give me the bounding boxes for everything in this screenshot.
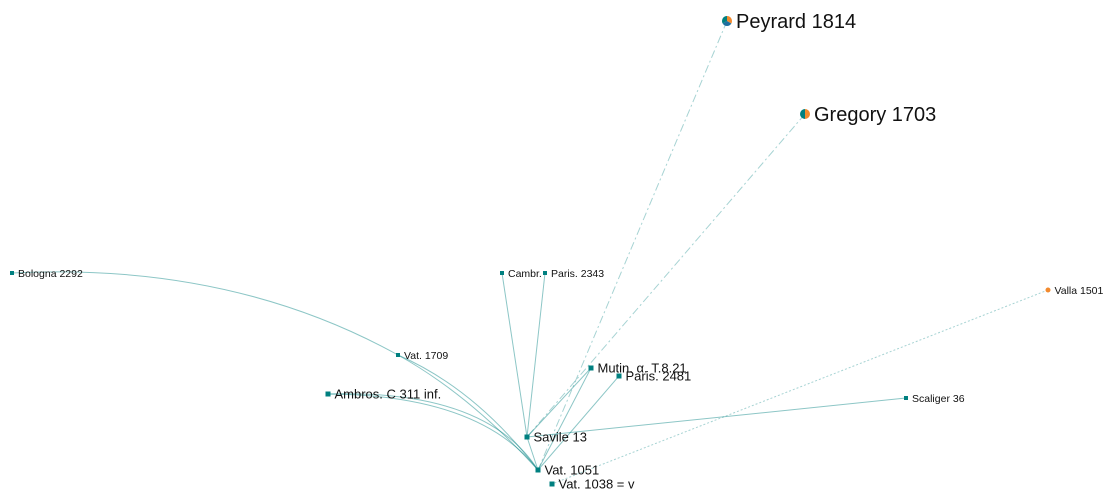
node-peyrard-label: Peyrard 1814 bbox=[736, 11, 856, 33]
node-vat1038-label: Vat. 1038 = v bbox=[559, 477, 636, 492]
node-gregory-slice bbox=[805, 109, 810, 119]
node-scaliger-marker bbox=[904, 396, 908, 400]
node-cambr[interactable]: Cambr. bbox=[500, 268, 542, 280]
node-savile-label: Savile 13 bbox=[534, 430, 587, 445]
node-gregory-slice bbox=[800, 109, 805, 119]
node-paris2343-marker bbox=[543, 271, 547, 275]
node-scaliger[interactable]: Scaliger 36 bbox=[904, 393, 965, 405]
edge-savile-vat1051 bbox=[526, 436, 539, 471]
node-scaliger-label: Scaliger 36 bbox=[912, 393, 965, 405]
node-vat1038-marker bbox=[549, 481, 555, 487]
edge-ambros-vat1051 bbox=[327, 393, 539, 471]
edge-vat1709-vat1051 bbox=[397, 354, 539, 471]
edge-valla-vat1038 bbox=[551, 289, 1049, 485]
edge-peyrard-vat1051 bbox=[537, 20, 728, 471]
node-paris2481-label: Paris. 2481 bbox=[626, 369, 692, 384]
node-paris2481[interactable]: Paris. 2481 bbox=[616, 369, 692, 384]
edge-mutin-savile bbox=[526, 367, 592, 438]
node-savile-marker bbox=[524, 434, 530, 440]
edge-ambros-vat1051 bbox=[327, 393, 539, 471]
node-peyrard[interactable]: Peyrard 1814 bbox=[722, 11, 856, 33]
node-savile[interactable]: Savile 13 bbox=[524, 430, 587, 445]
edge-vat1709-vat1051 bbox=[397, 354, 539, 471]
node-vat1051[interactable]: Vat. 1051 bbox=[535, 463, 600, 478]
node-gregory[interactable]: Gregory 1703 bbox=[800, 104, 936, 126]
node-mutin-label: Mutin. α. T.8.21 bbox=[598, 361, 687, 376]
node-paris2343-label: Paris. 2343 bbox=[551, 268, 604, 280]
nodes-layer: Peyrard 1814 Gregory 1703 Bologna 2292 Camb… bbox=[10, 11, 1104, 492]
node-gregory-label: Gregory 1703 bbox=[814, 104, 936, 126]
node-valla[interactable]: Valla 1501 bbox=[1045, 285, 1104, 297]
node-paris2481-marker bbox=[616, 373, 622, 379]
node-paris2343[interactable]: Paris. 2343 bbox=[543, 268, 604, 280]
node-cambr-marker bbox=[500, 271, 504, 275]
edge-cambr-savile bbox=[501, 272, 528, 438]
edge-gregory-savile bbox=[526, 113, 806, 438]
edge-paris2343-savile bbox=[526, 272, 546, 438]
edge-mutin-vat1051 bbox=[537, 367, 592, 471]
node-peyrard-slice bbox=[722, 16, 727, 24]
node-bologna[interactable]: Bologna 2292 bbox=[10, 268, 83, 280]
node-ambros[interactable]: Ambros. C 311 inf. bbox=[325, 387, 442, 402]
edge-bologna-vat1709 bbox=[11, 271, 399, 356]
node-vat1051-label: Vat. 1051 bbox=[545, 463, 600, 478]
node-vat1709-label: Vat. 1709 bbox=[404, 350, 448, 362]
node-vat1051-marker bbox=[535, 467, 541, 473]
node-ambros-marker bbox=[325, 391, 331, 397]
node-vat1709-marker bbox=[396, 353, 400, 357]
node-mutin-marker bbox=[588, 365, 594, 371]
node-ambros-label: Ambros. C 311 inf. bbox=[335, 387, 442, 402]
node-vat1709[interactable]: Vat. 1709 bbox=[396, 350, 448, 362]
node-bologna-marker bbox=[10, 271, 14, 275]
edge-scaliger-savile bbox=[526, 397, 907, 438]
node-vat1038[interactable]: Vat. 1038 = v bbox=[549, 477, 636, 492]
edge-paris2481-vat1051 bbox=[537, 375, 620, 471]
node-valla-label: Valla 1501 bbox=[1055, 285, 1104, 297]
node-peyrard-slice bbox=[727, 16, 732, 24]
node-mutin[interactable]: Mutin. α. T.8.21 bbox=[588, 361, 687, 376]
node-cambr-label: Cambr. bbox=[508, 268, 542, 280]
edges-layer bbox=[11, 20, 1049, 485]
node-valla-marker bbox=[1045, 287, 1051, 293]
node-peyrard-slice bbox=[722, 21, 732, 27]
node-bologna-label: Bologna 2292 bbox=[18, 268, 83, 280]
